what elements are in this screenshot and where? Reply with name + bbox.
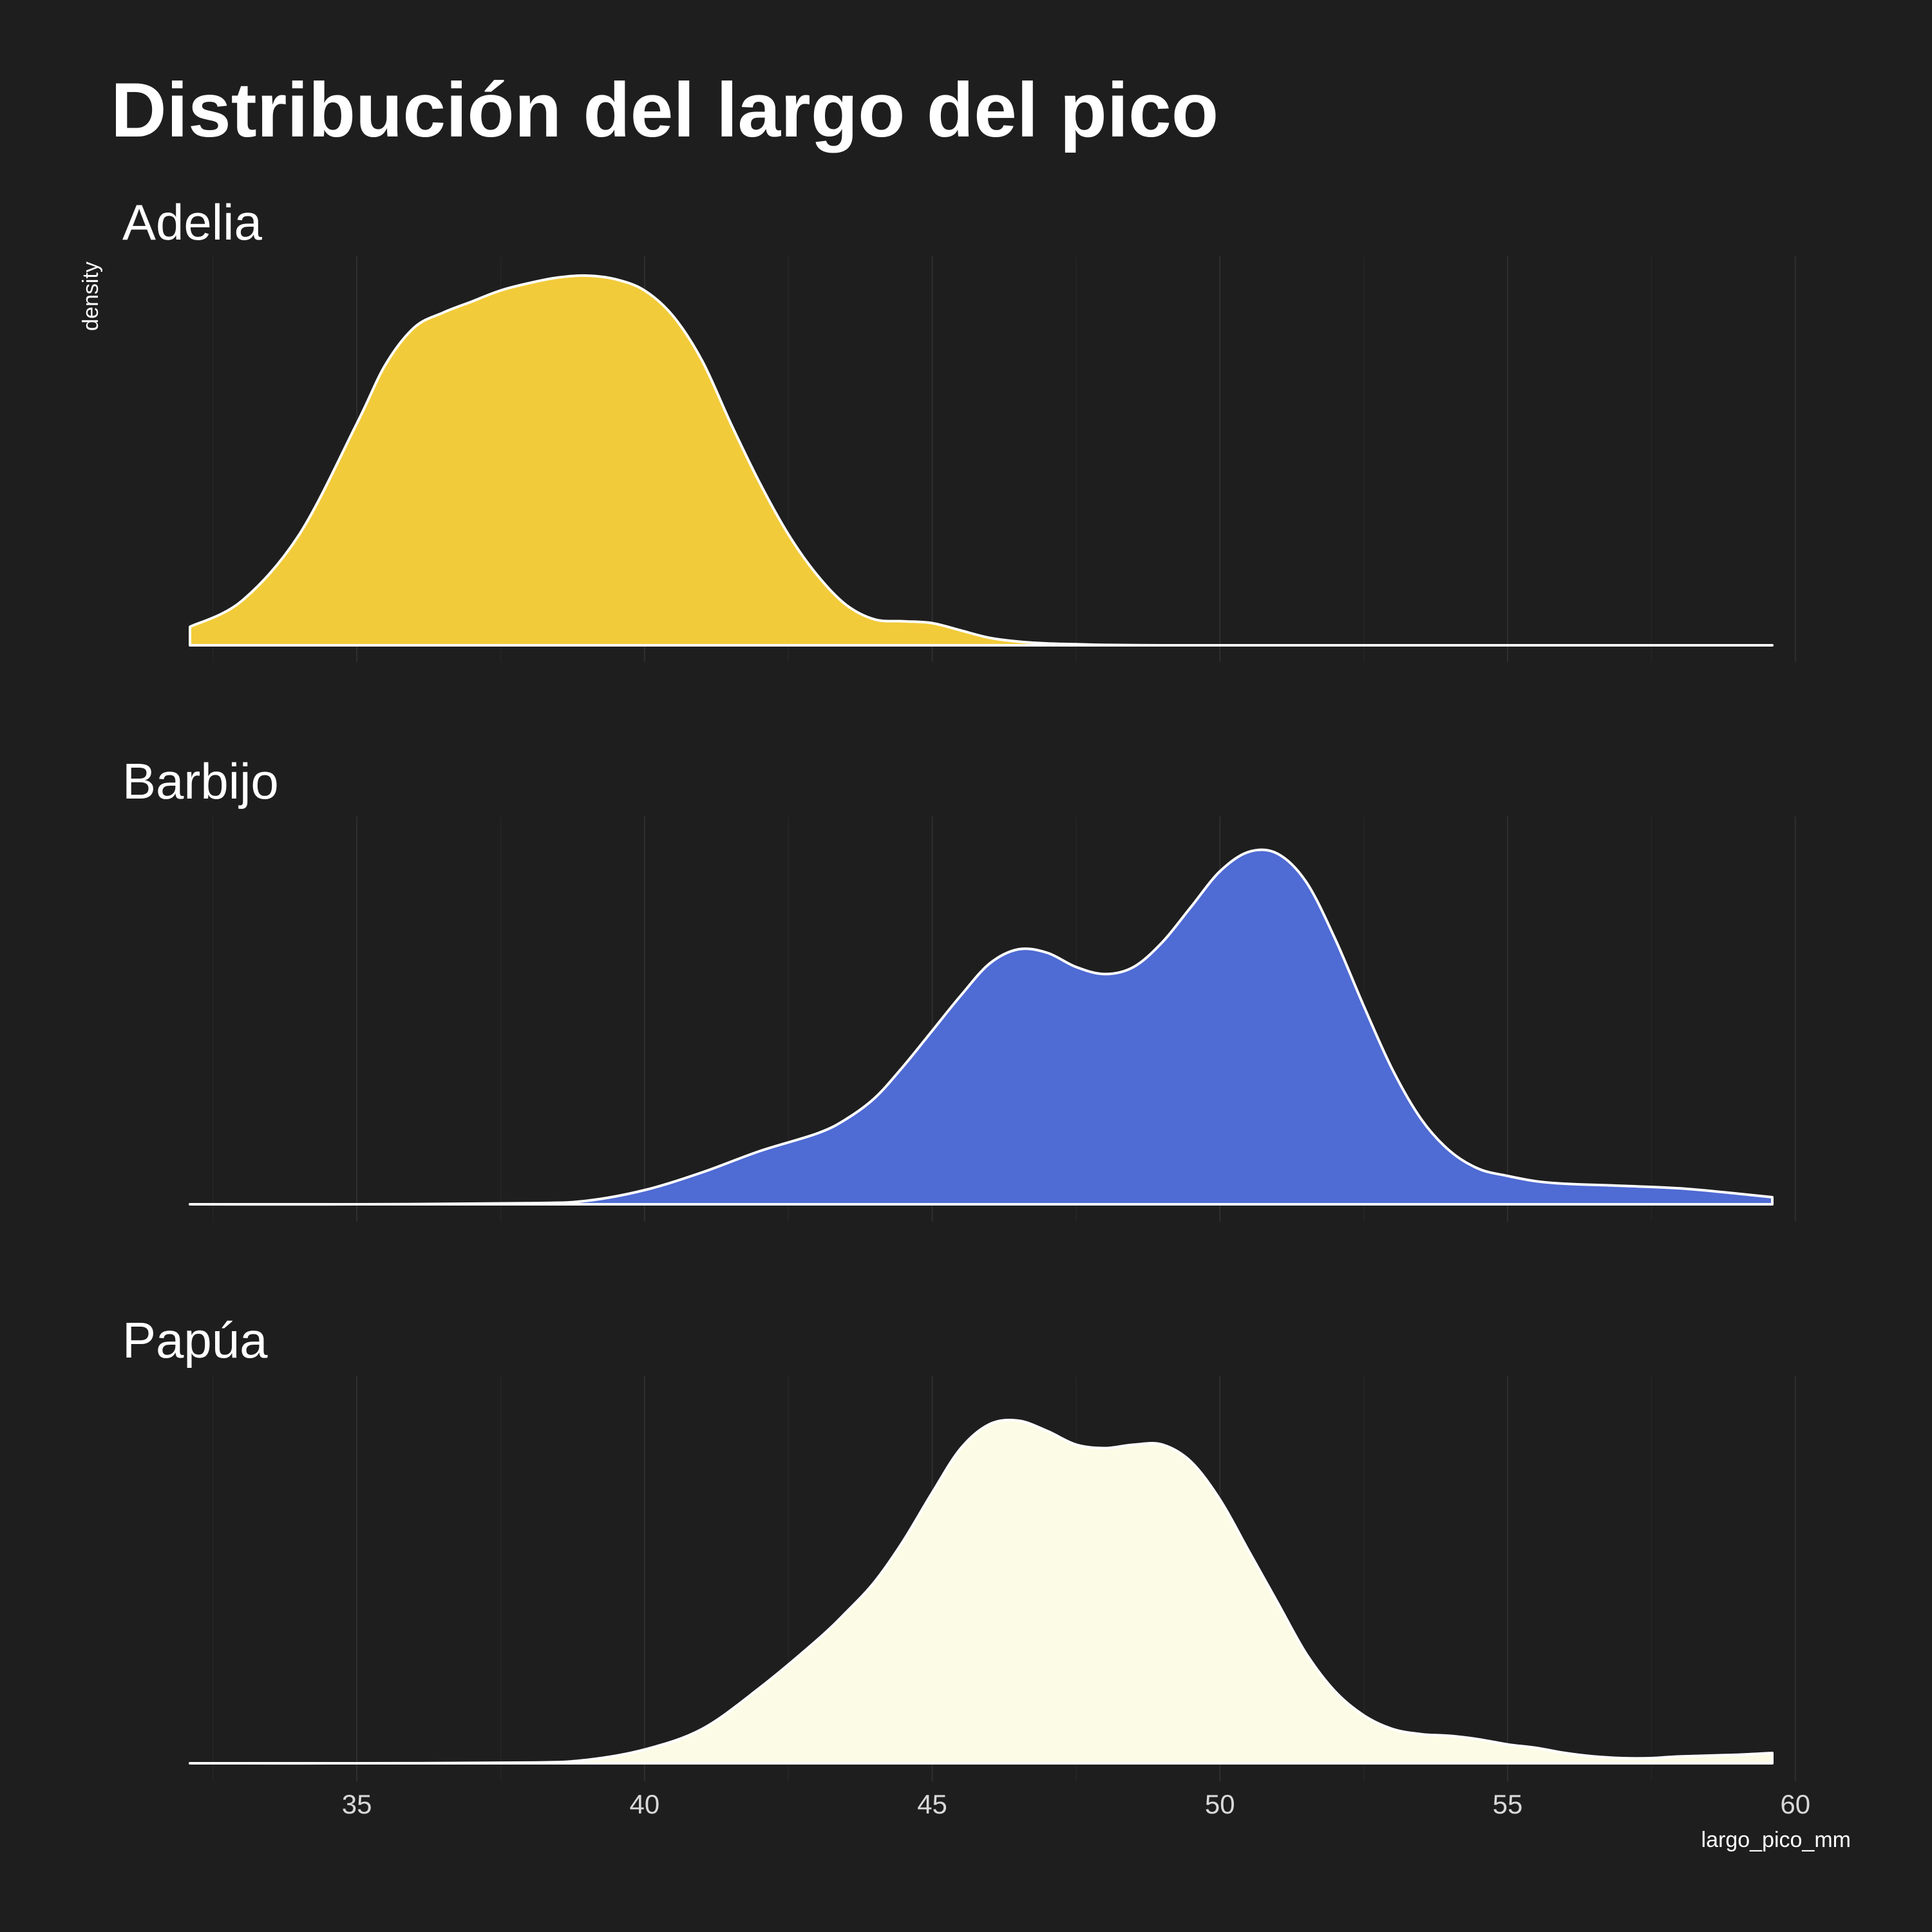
x-tick-label: 40 bbox=[629, 1789, 659, 1819]
x-axis-ticks: 35 40 45 50 55 60 bbox=[342, 1789, 1810, 1819]
x-tick-label: 45 bbox=[917, 1789, 947, 1819]
facet-panel-1: Adelia bbox=[122, 194, 1796, 662]
density-area-3 bbox=[189, 1419, 1774, 1765]
x-tick-label: 60 bbox=[1780, 1789, 1810, 1819]
facet-strip-label: Adelia bbox=[122, 194, 262, 251]
facet-strip-label: Barbijo bbox=[122, 753, 279, 810]
facet-panel-2: Barbijo bbox=[122, 753, 1796, 1222]
facet-panels: Adelia Barbijo Papúa bbox=[122, 194, 1796, 1781]
x-tick-label: 35 bbox=[342, 1789, 372, 1819]
facet-strip-label: Papúa bbox=[122, 1312, 268, 1368]
x-tick-label: 55 bbox=[1493, 1789, 1523, 1819]
x-axis-title: largo_pico_mm bbox=[1701, 1828, 1851, 1852]
x-tick-label: 50 bbox=[1205, 1789, 1235, 1819]
y-axis-title: density bbox=[79, 261, 103, 331]
density-area-1 bbox=[189, 274, 1774, 647]
facet-panel-3: Papúa bbox=[122, 1312, 1796, 1781]
density-area-2 bbox=[189, 848, 1774, 1206]
chart-title: Distribución del largo del pico bbox=[111, 67, 1218, 153]
